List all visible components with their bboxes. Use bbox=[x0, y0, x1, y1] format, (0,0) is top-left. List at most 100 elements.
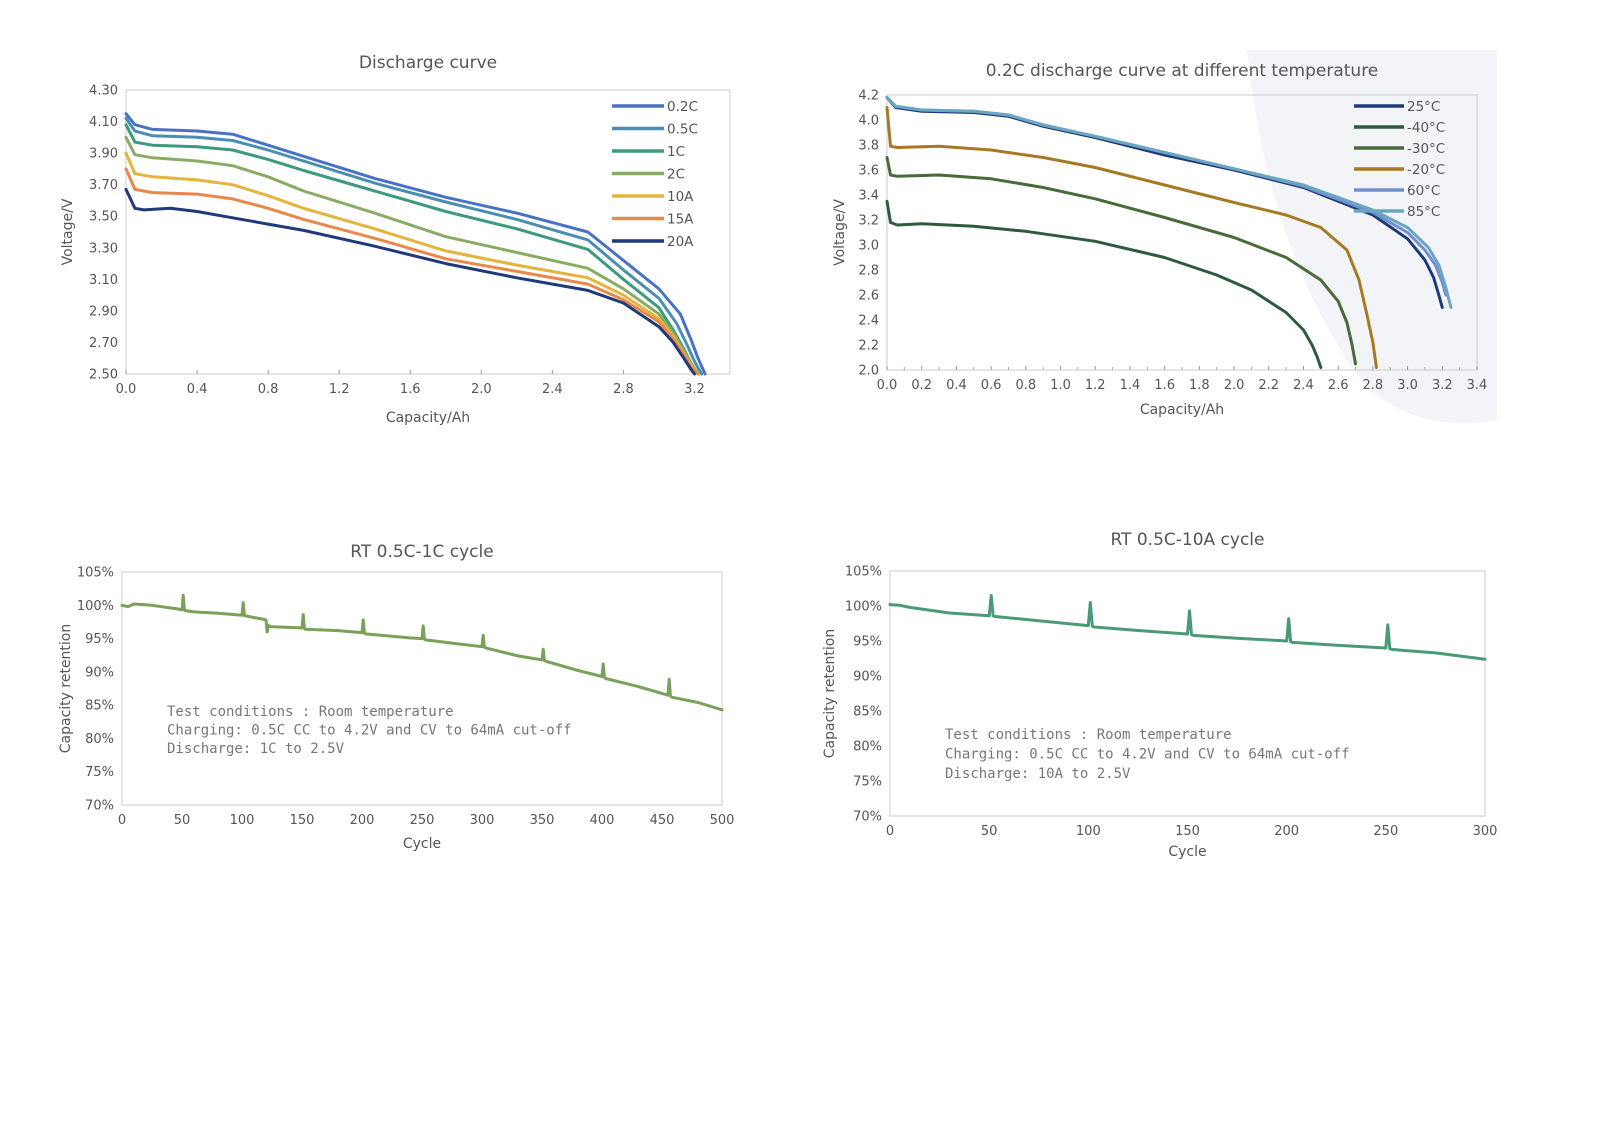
series-line-0 bbox=[120, 593, 724, 712]
x-tick-label: 450 bbox=[650, 813, 675, 828]
cycle-10a-chart: RT 0.5C-10A cycle 70% 75% 80% 85% 90% 95% 100% 1… bbox=[822, 530, 1498, 860]
y-tick-label: 90% bbox=[853, 670, 882, 685]
x-tick-label: 200 bbox=[1274, 824, 1299, 839]
y-tick-label: 3.6 bbox=[858, 164, 879, 179]
x-tick-label: 400 bbox=[590, 813, 615, 828]
legend-label: -40°C bbox=[1407, 120, 1445, 136]
y-tick-label: 2.2 bbox=[858, 339, 879, 354]
series-line-15A bbox=[124, 167, 700, 376]
background-glow bbox=[1247, 50, 1497, 423]
x-axis-label: Capacity/Ah bbox=[386, 410, 470, 426]
series-line-20C bbox=[885, 106, 1378, 369]
legend-label: 25°C bbox=[1407, 99, 1440, 115]
y-tick-label: 105% bbox=[77, 566, 114, 581]
y-tick-label: 85% bbox=[853, 705, 882, 720]
x-tick-label: 1.2 bbox=[1085, 378, 1106, 393]
y-axis-label: Voltage/V bbox=[832, 199, 848, 266]
x-tick-label: 0.8 bbox=[258, 382, 279, 397]
x-tick-label: 150 bbox=[1175, 824, 1200, 839]
series-line-20A bbox=[124, 187, 696, 376]
legend-label: 2C bbox=[667, 167, 685, 183]
series-line-40C bbox=[885, 199, 1323, 369]
y-tick-label: 90% bbox=[85, 665, 114, 680]
chart-title: RT 0.5C-1C cycle bbox=[350, 542, 493, 562]
x-tick-label: 300 bbox=[1473, 824, 1498, 839]
y-tick-label: 2.0 bbox=[858, 364, 879, 379]
legend-label: 0.5C bbox=[667, 122, 698, 138]
x-tick-label: 0.6 bbox=[981, 378, 1002, 393]
x-tick-label: 2.6 bbox=[1328, 378, 1349, 393]
y-tick-label: 105% bbox=[845, 565, 882, 580]
x-tick-label: 0.0 bbox=[116, 382, 137, 397]
legend-label: 20A bbox=[667, 234, 694, 250]
y-tick-label: 4.10 bbox=[89, 115, 118, 130]
series-line-30C bbox=[885, 156, 1357, 366]
x-tick-label: 500 bbox=[710, 813, 735, 828]
y-tick-label: 3.0 bbox=[858, 239, 879, 254]
series-line-0 bbox=[888, 594, 1487, 661]
legend-label: -20°C bbox=[1407, 162, 1445, 178]
y-tick-label: 3.90 bbox=[89, 147, 118, 162]
x-tick-label: 350 bbox=[530, 813, 555, 828]
x-tick-label: 0 bbox=[118, 813, 126, 828]
x-tick-label: 1.4 bbox=[1120, 378, 1141, 393]
temperature-discharge-chart: 0.2C discharge curve at different temper… bbox=[832, 50, 1497, 423]
y-tick-label: 2.90 bbox=[89, 304, 118, 319]
y-axis-label: Voltage/V bbox=[60, 198, 76, 265]
chart-title: Discharge curve bbox=[359, 53, 497, 73]
y-tick-label: 4.30 bbox=[89, 84, 118, 99]
test-conditions-note: Test conditions : Room temperature bbox=[945, 727, 1232, 743]
y-tick-label: 3.2 bbox=[858, 214, 879, 229]
test-conditions-note: Discharge: 10A to 2.5V bbox=[945, 766, 1131, 782]
x-tick-label: 2.4 bbox=[1293, 378, 1314, 393]
x-tick-label: 3.2 bbox=[1432, 378, 1453, 393]
y-tick-label: 2.6 bbox=[858, 289, 879, 304]
x-tick-label: 1.6 bbox=[400, 382, 421, 397]
y-tick-label: 100% bbox=[77, 599, 114, 614]
x-tick-label: 1.0 bbox=[1050, 378, 1071, 393]
y-tick-label: 3.10 bbox=[89, 273, 118, 288]
x-tick-label: 0.4 bbox=[946, 378, 967, 393]
x-tick-label: 0 bbox=[886, 824, 894, 839]
x-tick-label: 3.2 bbox=[684, 382, 705, 397]
x-tick-label: 0.2 bbox=[911, 378, 932, 393]
x-tick-label: 2.4 bbox=[542, 382, 563, 397]
plot-frame bbox=[121, 571, 723, 806]
series-line-2C bbox=[124, 135, 700, 376]
x-tick-label: 2.0 bbox=[1224, 378, 1245, 393]
x-tick-label: 1.6 bbox=[1154, 378, 1175, 393]
series-line-85C bbox=[885, 96, 1453, 309]
series-line-05C bbox=[124, 116, 704, 376]
y-tick-label: 2.4 bbox=[858, 314, 879, 329]
cycle-1c-chart: RT 0.5C-1C cycle 70% 75% 80% 85% 90% 95% 100% 10… bbox=[58, 542, 735, 852]
x-tick-label: 2.2 bbox=[1258, 378, 1279, 393]
x-tick-label: 0.4 bbox=[187, 382, 208, 397]
x-tick-label: 2.8 bbox=[613, 382, 634, 397]
x-axis-label: Capacity/Ah bbox=[1140, 402, 1224, 418]
legend-label: 60°C bbox=[1407, 183, 1440, 199]
y-tick-label: 85% bbox=[85, 699, 114, 714]
legend-label: 1C bbox=[667, 144, 685, 160]
x-tick-label: 100 bbox=[230, 813, 255, 828]
y-tick-label: 3.50 bbox=[89, 210, 118, 225]
y-tick-label: 3.30 bbox=[89, 241, 118, 256]
x-tick-label: 0.0 bbox=[877, 378, 898, 393]
y-tick-label: 70% bbox=[853, 810, 882, 825]
legend-label: 85°C bbox=[1407, 204, 1440, 220]
x-axis-label: Cycle bbox=[403, 836, 441, 852]
chart-title: 0.2C discharge curve at different temper… bbox=[986, 61, 1379, 81]
x-tick-label: 3.4 bbox=[1467, 378, 1488, 393]
y-tick-label: 80% bbox=[85, 732, 114, 747]
y-tick-label: 95% bbox=[85, 632, 114, 647]
y-axis-label: Capacity retention bbox=[58, 624, 74, 754]
x-tick-label: 250 bbox=[1373, 824, 1398, 839]
x-tick-label: 150 bbox=[290, 813, 315, 828]
discharge-curve-chart: Discharge curve 2.50 2.70 2.90 3.10 3.30 3.50 3… bbox=[60, 53, 731, 426]
y-tick-label: 75% bbox=[85, 765, 114, 780]
y-tick-label: 2.70 bbox=[89, 336, 118, 351]
plot-frame bbox=[125, 89, 731, 375]
y-tick-label: 100% bbox=[845, 600, 882, 615]
y-tick-label: 4.0 bbox=[858, 114, 879, 129]
x-tick-label: 200 bbox=[350, 813, 375, 828]
test-conditions-note: Discharge: 1C to 2.5V bbox=[167, 741, 345, 757]
